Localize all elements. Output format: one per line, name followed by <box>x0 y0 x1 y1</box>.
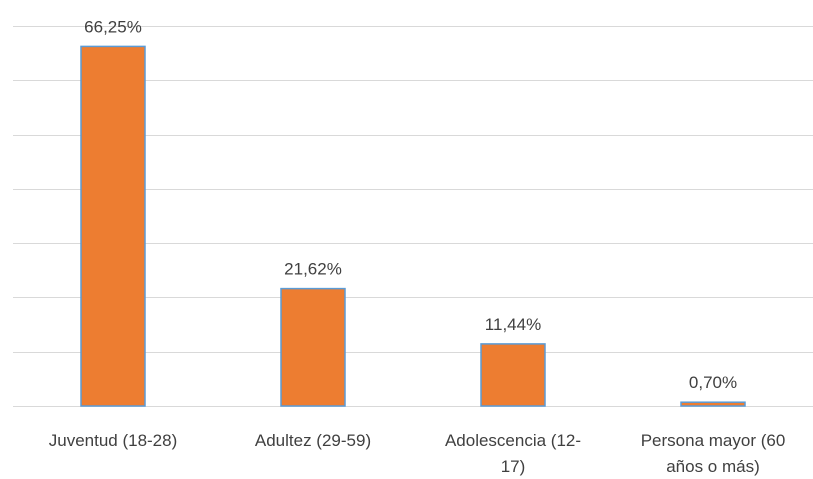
category-label: Persona mayor (60 <box>641 431 786 450</box>
category-label: Adolescencia (12- <box>445 431 581 450</box>
bar <box>480 343 546 407</box>
category-label: Adultez (29-59) <box>255 431 371 450</box>
data-label: 0,70% <box>689 373 737 392</box>
bar <box>280 287 346 407</box>
bar <box>80 45 146 407</box>
data-label: 11,44% <box>485 315 541 334</box>
category-label: Juventud (18-28) <box>49 431 178 450</box>
category-labels: Juventud (18-28) Adultez (29-59) Adolescen… <box>49 431 786 476</box>
gridlines <box>13 26 813 407</box>
category-label: 17) <box>501 457 526 476</box>
category-label: años o más) <box>666 457 760 476</box>
data-label: 66,25% <box>84 17 142 36</box>
bars <box>80 45 746 407</box>
bar <box>680 401 746 407</box>
data-labels: 66,25% 21,62% 11,44% 0,70% <box>84 17 737 392</box>
data-label: 21,62% <box>284 260 342 279</box>
